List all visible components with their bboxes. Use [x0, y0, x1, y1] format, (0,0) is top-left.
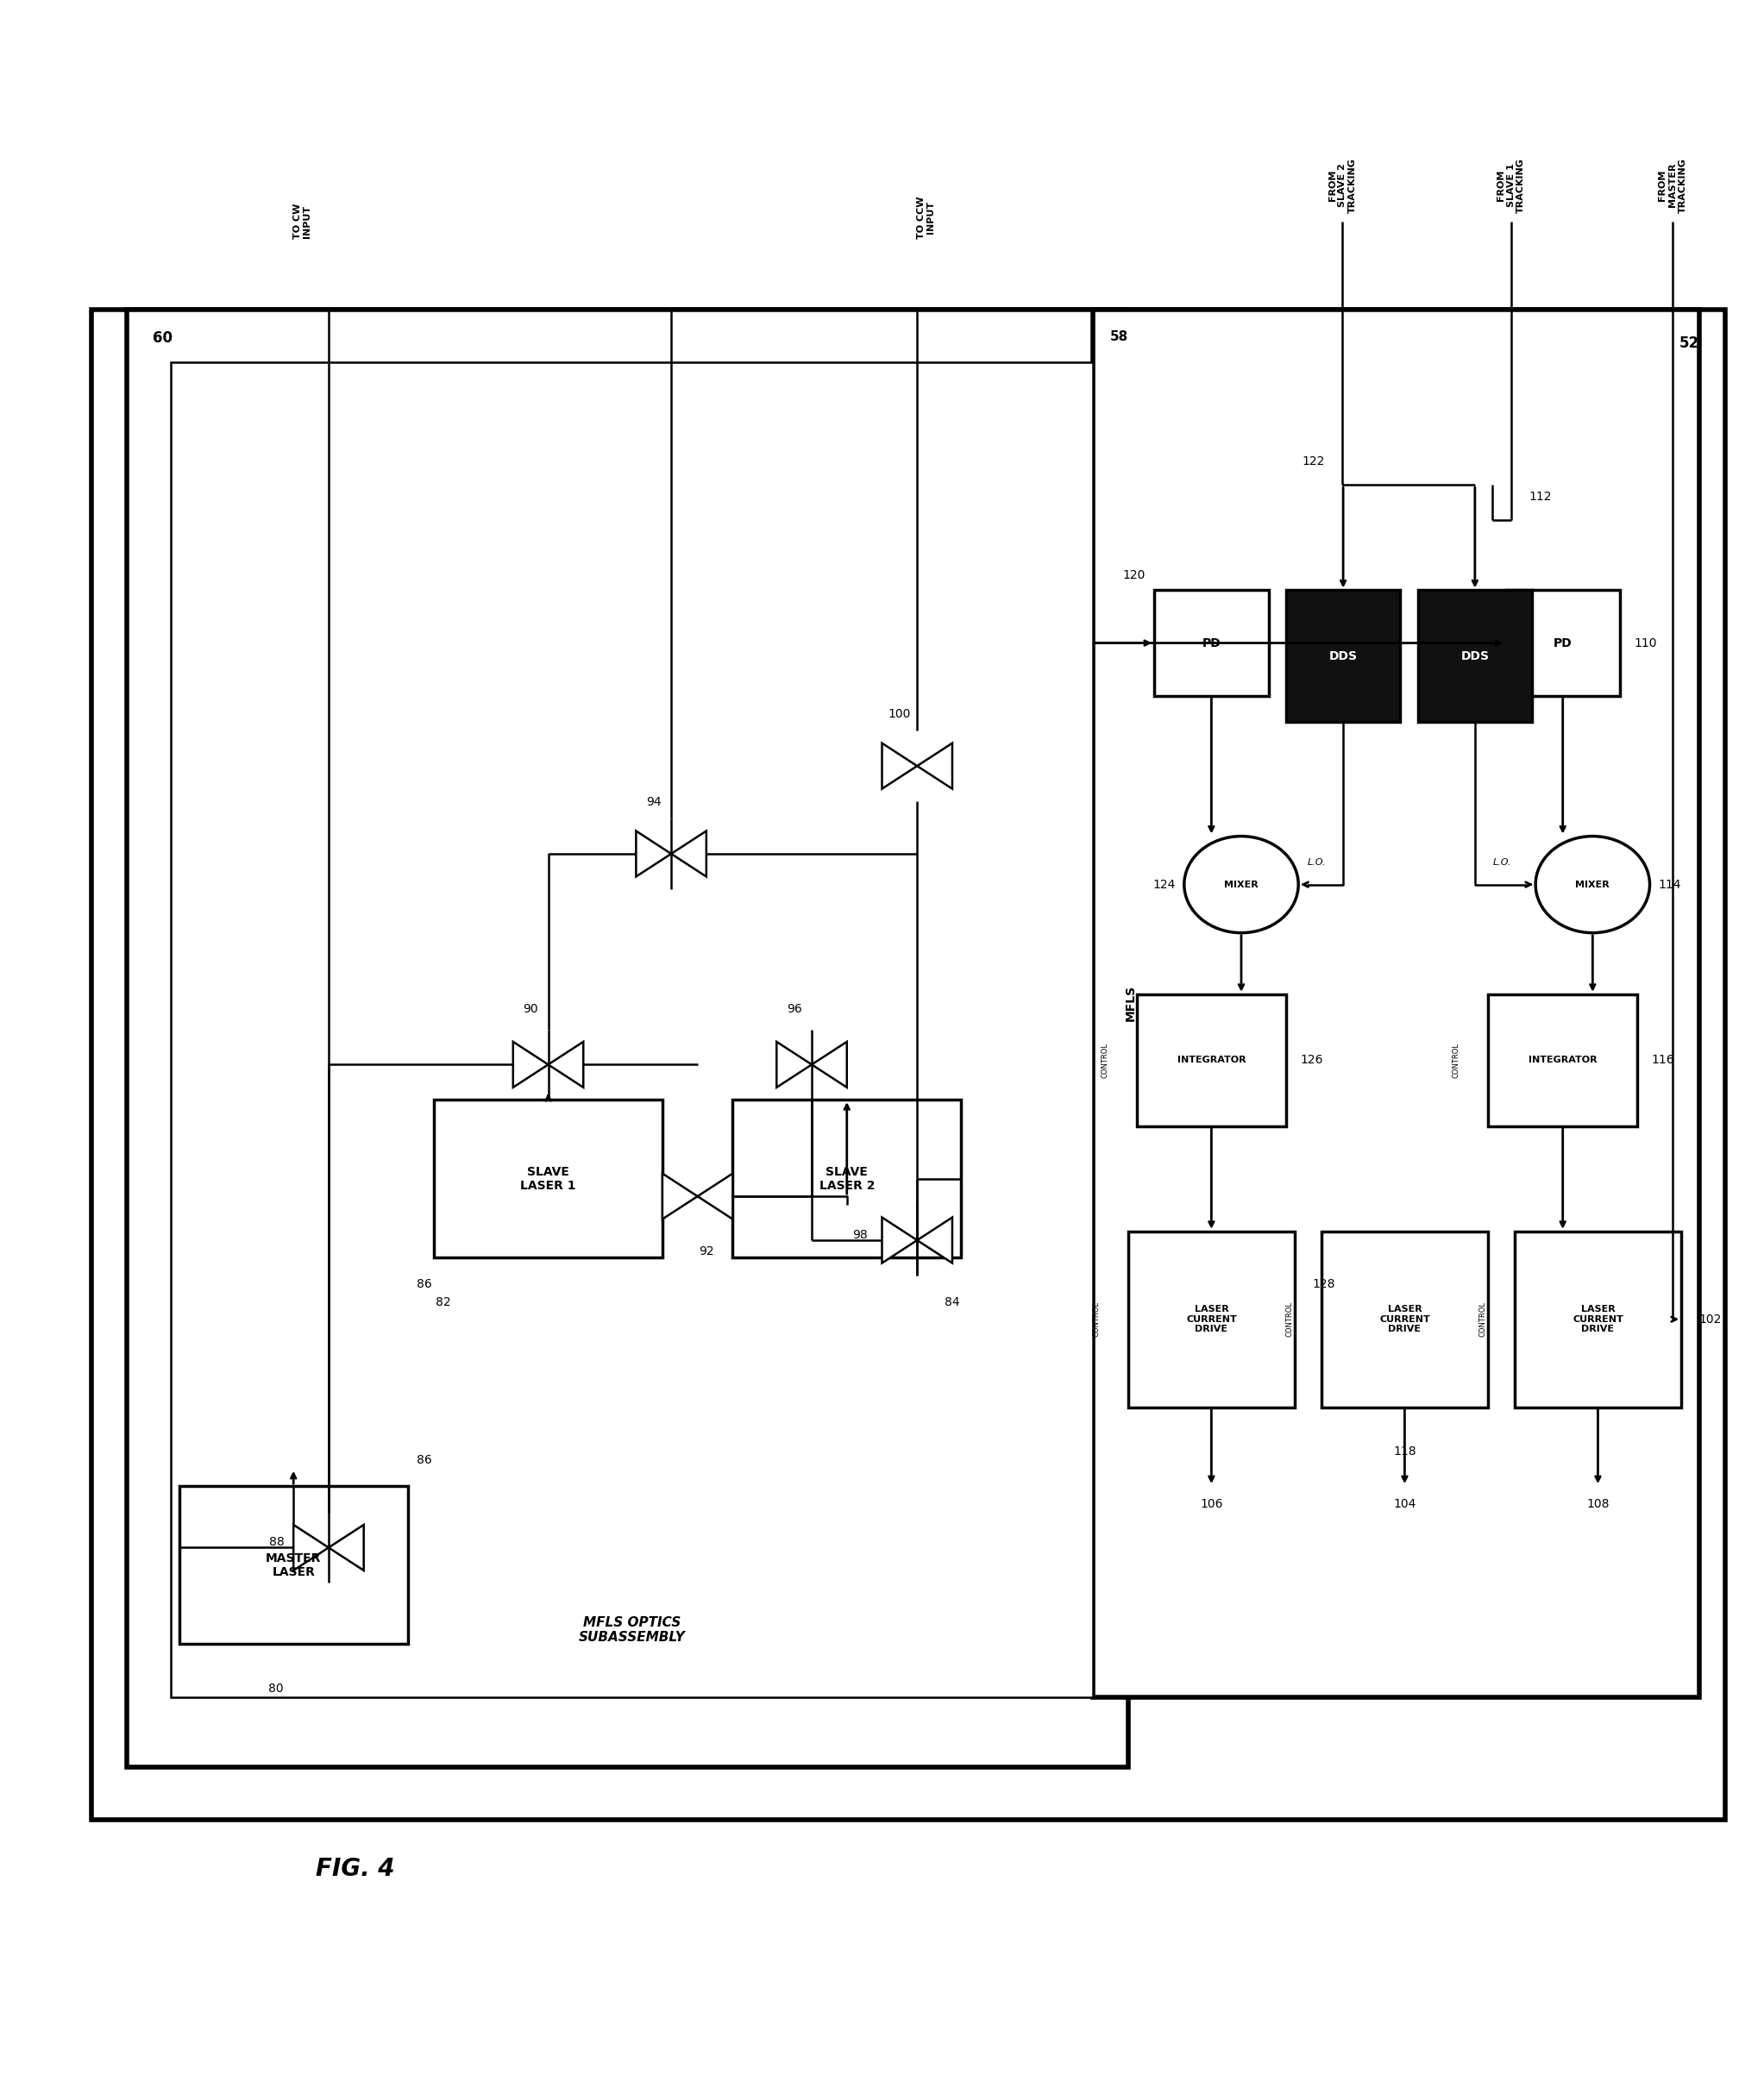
Text: 86: 86: [416, 1453, 432, 1466]
Text: 120: 120: [1122, 570, 1145, 582]
Ellipse shape: [1535, 836, 1649, 932]
Text: DDS: DDS: [1328, 649, 1357, 662]
Text: 102: 102: [1699, 1313, 1722, 1326]
Text: 94: 94: [646, 796, 662, 808]
Text: FIG. 4: FIG. 4: [316, 1857, 395, 1880]
FancyBboxPatch shape: [171, 362, 1094, 1696]
Text: 90: 90: [524, 1003, 538, 1016]
Polygon shape: [811, 1041, 847, 1087]
Text: 116: 116: [1651, 1053, 1674, 1066]
Text: SLAVE
LASER 1: SLAVE LASER 1: [520, 1166, 577, 1191]
Text: 86: 86: [416, 1277, 432, 1290]
Text: 84: 84: [946, 1296, 960, 1309]
Polygon shape: [293, 1524, 328, 1570]
Text: MIXER: MIXER: [1575, 879, 1611, 888]
Text: INTEGRATOR: INTEGRATOR: [1177, 1055, 1245, 1064]
Text: 80: 80: [268, 1684, 284, 1694]
Polygon shape: [663, 1173, 697, 1219]
FancyBboxPatch shape: [1506, 591, 1619, 695]
FancyBboxPatch shape: [732, 1099, 961, 1258]
Text: FROM
MASTER
TRACKING: FROM MASTER TRACKING: [1658, 157, 1686, 214]
Text: LASER
CURRENT
DRIVE: LASER CURRENT DRIVE: [1185, 1305, 1237, 1334]
Text: TO CW
INPUT: TO CW INPUT: [293, 203, 312, 239]
FancyBboxPatch shape: [1127, 1231, 1295, 1407]
Polygon shape: [513, 1041, 549, 1087]
Text: 88: 88: [270, 1537, 284, 1547]
FancyBboxPatch shape: [1418, 591, 1531, 722]
Text: MIXER: MIXER: [1224, 879, 1258, 888]
Text: INTEGRATOR: INTEGRATOR: [1528, 1055, 1596, 1064]
Text: SLAVE
LASER 2: SLAVE LASER 2: [818, 1166, 875, 1191]
Text: 92: 92: [699, 1246, 714, 1258]
Text: TO CCW
INPUT: TO CCW INPUT: [917, 197, 935, 239]
Text: 128: 128: [1312, 1277, 1335, 1290]
Text: LASER
CURRENT
DRIVE: LASER CURRENT DRIVE: [1379, 1305, 1431, 1334]
Text: 112: 112: [1529, 490, 1551, 503]
Text: 106: 106: [1200, 1499, 1222, 1510]
Polygon shape: [328, 1524, 363, 1570]
Polygon shape: [917, 743, 953, 789]
Text: MFLS OPTICS
SUBASSEMBLY: MFLS OPTICS SUBASSEMBLY: [579, 1617, 684, 1644]
Text: 118: 118: [1394, 1445, 1416, 1457]
Text: DDS: DDS: [1461, 649, 1489, 662]
FancyBboxPatch shape: [1321, 1231, 1489, 1407]
Text: CONTROL: CONTROL: [1452, 1043, 1461, 1078]
Text: 100: 100: [889, 708, 910, 720]
Text: 126: 126: [1300, 1053, 1323, 1066]
Text: 114: 114: [1658, 879, 1681, 890]
Text: CONTROL: CONTROL: [1478, 1302, 1487, 1336]
FancyBboxPatch shape: [92, 310, 1725, 1820]
Text: MASTER
LASER: MASTER LASER: [266, 1552, 321, 1579]
Polygon shape: [697, 1173, 732, 1219]
Text: PD: PD: [1554, 637, 1572, 649]
Text: CONTROL: CONTROL: [1092, 1302, 1101, 1336]
Text: 58: 58: [1110, 331, 1129, 343]
Text: 52: 52: [1679, 335, 1699, 352]
Polygon shape: [882, 1217, 917, 1263]
Text: LASER
CURRENT
DRIVE: LASER CURRENT DRIVE: [1572, 1305, 1623, 1334]
FancyBboxPatch shape: [180, 1487, 407, 1644]
FancyBboxPatch shape: [127, 310, 1127, 1767]
Text: 124: 124: [1152, 879, 1175, 890]
Text: PD: PD: [1201, 637, 1221, 649]
Text: 82: 82: [436, 1296, 450, 1309]
Text: FROM
SLAVE 2
TRACKING: FROM SLAVE 2 TRACKING: [1328, 157, 1357, 214]
Text: L.O.: L.O.: [1492, 859, 1512, 867]
Text: CONTROL: CONTROL: [1101, 1043, 1110, 1078]
Polygon shape: [917, 1217, 953, 1263]
FancyBboxPatch shape: [1515, 1231, 1681, 1407]
Polygon shape: [882, 743, 917, 789]
Text: MFLS: MFLS: [1124, 984, 1136, 1022]
Text: 104: 104: [1394, 1499, 1416, 1510]
Polygon shape: [637, 831, 670, 877]
Ellipse shape: [1184, 836, 1298, 932]
FancyBboxPatch shape: [1136, 995, 1286, 1127]
Polygon shape: [549, 1041, 584, 1087]
Text: CONTROL: CONTROL: [1286, 1302, 1293, 1336]
Text: 122: 122: [1302, 454, 1325, 467]
Text: 98: 98: [852, 1229, 868, 1242]
Polygon shape: [776, 1041, 811, 1087]
Polygon shape: [670, 831, 706, 877]
Text: 60: 60: [153, 331, 173, 346]
Text: 96: 96: [787, 1003, 803, 1016]
Text: 108: 108: [1586, 1499, 1609, 1510]
FancyBboxPatch shape: [1154, 591, 1268, 695]
FancyBboxPatch shape: [1489, 995, 1637, 1127]
FancyBboxPatch shape: [434, 1099, 663, 1258]
Text: 110: 110: [1633, 637, 1656, 649]
FancyBboxPatch shape: [1094, 310, 1699, 1696]
Text: L.O.: L.O.: [1307, 859, 1325, 867]
FancyBboxPatch shape: [1286, 591, 1401, 722]
Text: FROM
SLAVE 1
TRACKING: FROM SLAVE 1 TRACKING: [1496, 157, 1526, 214]
